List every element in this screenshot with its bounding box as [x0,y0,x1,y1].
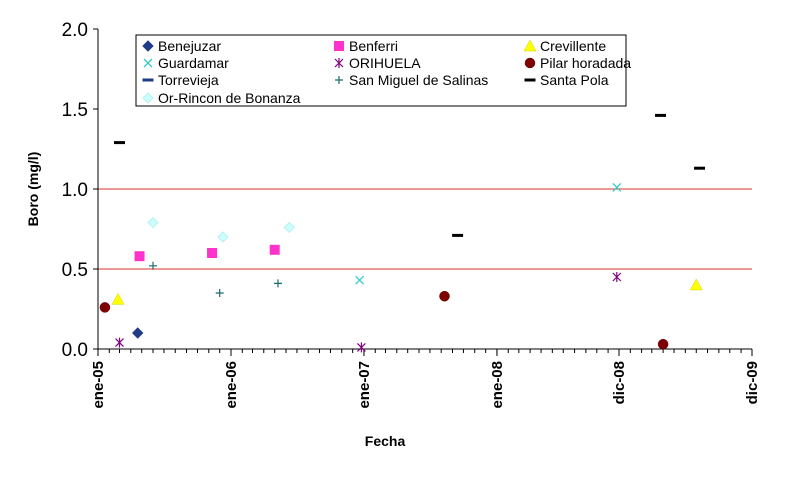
data-point [612,182,622,192]
data-point [273,279,282,288]
x-axis-label: Fecha [365,433,406,449]
y-axis-label: Boro (mg/l) [25,152,41,227]
legend-label: Torrevieja [158,72,219,88]
legend-item: Santa Pola [524,72,609,88]
legend: Benejuzar Benferri Crevillente Guardamar ORI… [135,34,631,107]
legend-marker [142,78,154,82]
data-point [655,113,667,117]
legend-item: Torrevieja [142,72,219,88]
x-tick-label: dic-08 [611,361,628,404]
x-tick-label: ene-05 [90,361,107,409]
legend-label: Benejuzar [158,38,221,54]
y-tick-label: 0.5 [62,260,88,281]
legend-label: Benferri [349,38,398,54]
legend-label: Crevillente [540,38,606,54]
series-orihuela [115,272,622,353]
legend-marker [335,76,343,84]
data-point [355,275,365,285]
y-axis-ticks: 0.0 0.5 1.0 1.5 2.0 [62,20,98,361]
data-point [147,216,159,229]
y-tick-label: 1.0 [62,180,88,201]
data-point [115,337,124,348]
data-point [149,261,158,270]
series-santa-pola [113,113,706,237]
legend-item: Benejuzar [142,38,221,54]
legend-marker [334,41,344,51]
data-point [689,278,703,291]
x-tick-label: dic-09 [744,361,761,404]
legend-label: Santa Pola [540,72,609,88]
legend-item: San Miguel de Salinas [335,72,488,88]
legend-marker [142,40,154,52]
legend-marker [142,92,154,104]
data-point [269,244,280,255]
data-point [612,272,622,282]
legend-label: San Miguel de Salinas [349,72,488,88]
series-benejuzar [132,327,144,339]
x-tick-label: ene-07 [356,361,373,409]
legend-label: Guardamar [158,55,229,71]
data-point [439,290,450,302]
legend-box [135,34,627,107]
data-point [283,221,295,234]
legend-marker [143,58,153,68]
legend-label: Pilar horadada [540,55,631,71]
reference-lines [98,188,752,270]
legend-item: ORIHUELA [334,55,421,71]
data-point [99,302,111,313]
data-point [452,233,464,237]
legend-item: Or-Rincon de Bonanza [142,90,301,106]
data-point [657,338,669,350]
y-tick-label: 0.0 [62,340,88,361]
legend-label: ORIHUELA [349,55,421,71]
y-tick-label: 1.5 [62,100,88,121]
data-point [356,342,366,353]
legend-marker [524,78,536,82]
legend-item: Crevillente [523,38,606,54]
legend-marker [523,39,537,52]
data-point [113,141,125,145]
series-benferri [134,244,280,262]
data-point [111,292,125,305]
y-tick-label: 2.0 [62,20,88,41]
data-point [132,327,144,339]
x-axis-ticks: ene-05 ene-06 ene-07 ene-08 dic-08 dic-09 [90,349,761,409]
legend-item: Benferri [334,38,398,54]
legend-item: Guardamar [143,55,229,71]
legend-label: Or-Rincon de Bonanza [158,90,301,106]
data-point [217,231,229,243]
legend-marker [334,58,344,68]
series-guardamar [355,182,622,285]
data-point [215,289,224,297]
x-tick-label: ene-08 [489,361,506,409]
data-point [207,248,218,258]
legend-item: Pilar horadada [524,55,631,71]
series-crevillente [111,278,703,305]
series-or-rincon-de-bonanza [147,216,295,243]
legend-marker [524,57,536,69]
series-san-miguel-de-salinas [149,261,282,297]
data-point [134,251,145,262]
x-tick-label: ene-06 [223,361,240,409]
data-points [99,113,706,353]
data-point [694,166,706,170]
series-pilar-horadada [99,290,669,350]
